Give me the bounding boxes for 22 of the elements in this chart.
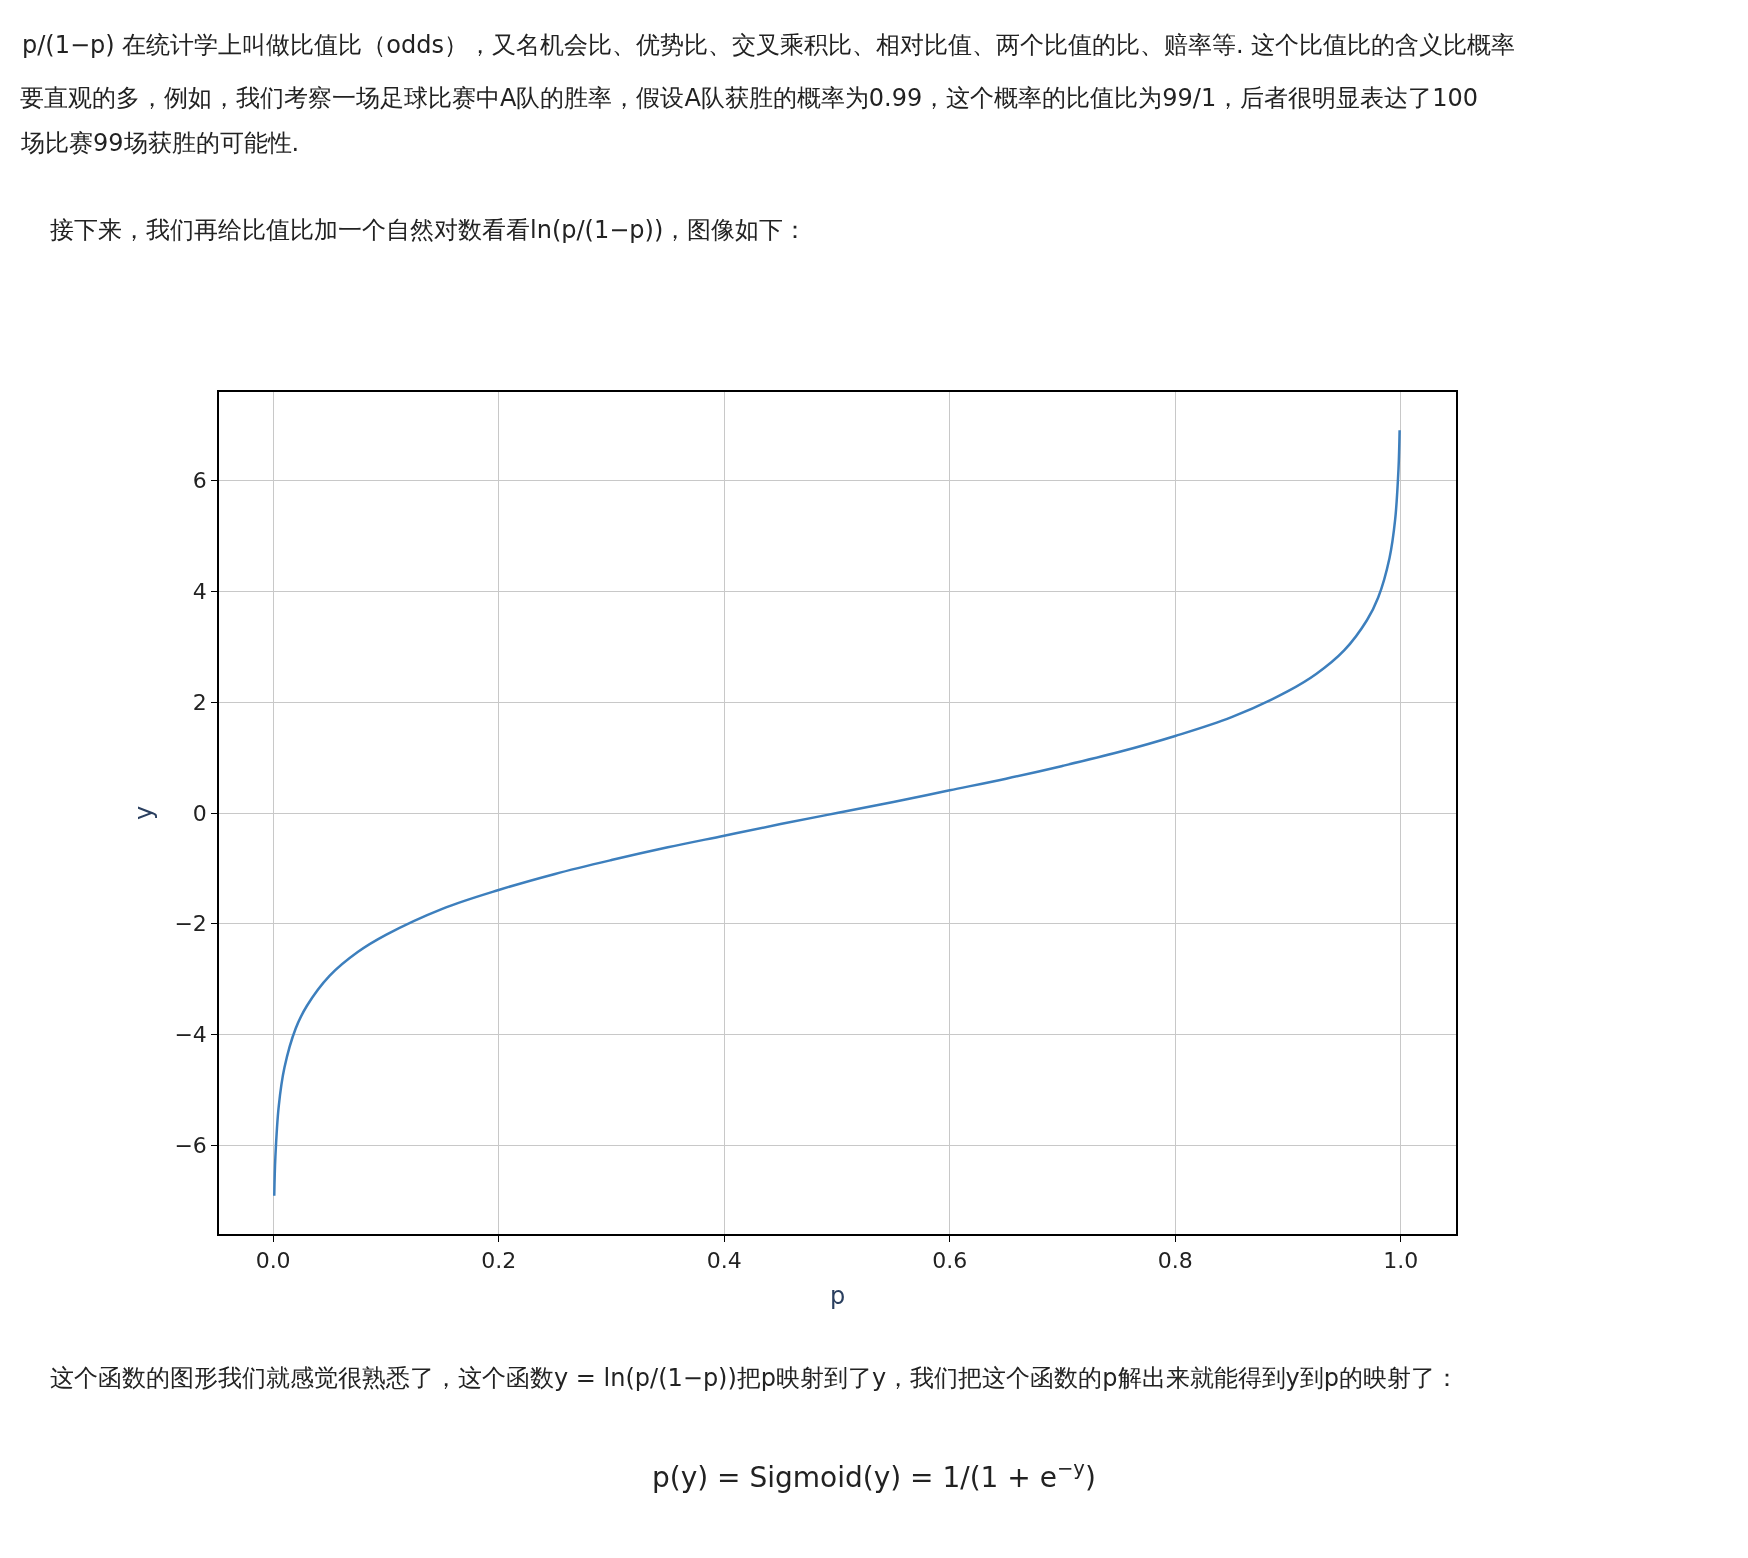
y-tick-label: −2 [174, 911, 207, 937]
text: 场比赛99场获胜的可能性. [20, 129, 300, 157]
y-tick-label: 6 [192, 468, 207, 494]
text: p/(1−p) 在统计学上叫做比值比（odds），又名机会比、优势比、交叉乘积比、相对比值、两个比值的比、赔率等. 这个比值比的含义比概率 [22, 31, 1516, 59]
y-tick-label: 2 [192, 689, 207, 715]
line-series [273, 428, 1401, 1198]
y-tick-label: −6 [174, 1133, 207, 1159]
x-tick-label: 0.4 [706, 1248, 742, 1274]
y-tick-label: 0 [192, 800, 207, 826]
x-tick-label: 0.0 [255, 1248, 291, 1274]
text: 这个函数的图形我们就感觉很熟悉了，这个函数y = ln(p/(1−p))把p映射到了y，我们把这个函数的p解出来就能得到y到p的映射了： [50, 1364, 1459, 1392]
y-tick-label: 4 [192, 579, 207, 605]
x-tick-label: 0.8 [1157, 1248, 1193, 1274]
x-tick-label: 0.2 [481, 1248, 517, 1274]
x-axis-title: p [829, 1281, 846, 1310]
x-tick-label: 0.6 [932, 1248, 968, 1274]
text: p(y) = Sigmoid(y) = 1/(1 + e$^{−y}$) [652, 1457, 1096, 1494]
y-axis-title: y [130, 805, 159, 821]
text: 要直观的多，例如，我们考察一场足球比赛中A队的胜率，假设A队获胜的概率为0.99，这个概率的比值比为99/1，后者很明显表达了100 [20, 84, 1478, 112]
x-tick-label: 1.0 [1383, 1248, 1419, 1274]
y-tick-label: −4 [174, 1022, 207, 1048]
text: 接下来，我们再给比值比加一个自然对数看看ln(p/(1−p))，图像如下： [50, 216, 808, 244]
